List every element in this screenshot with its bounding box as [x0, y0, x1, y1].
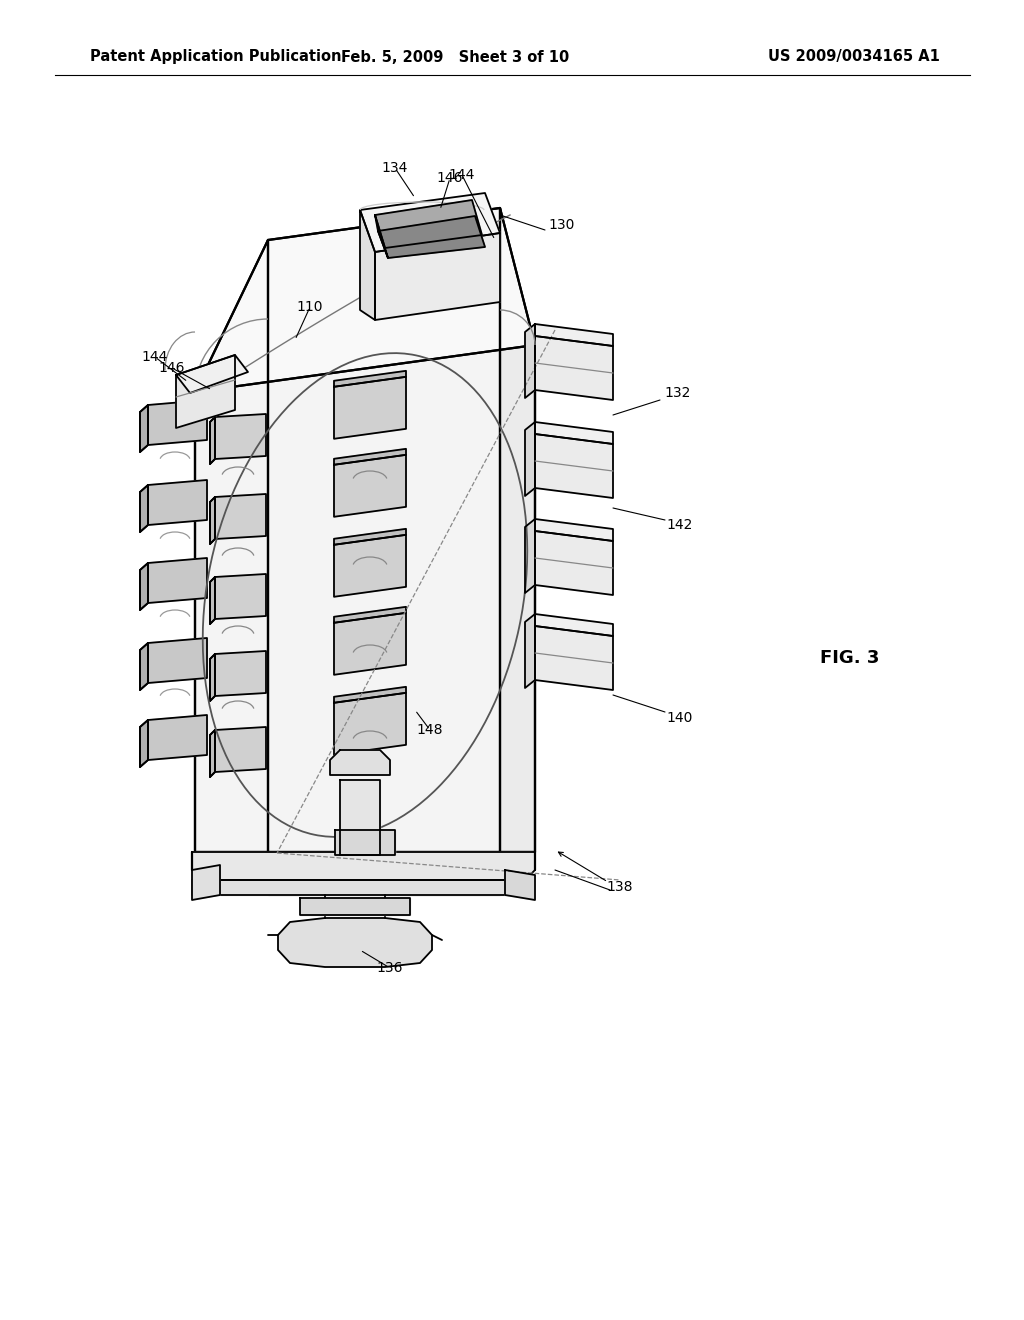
Polygon shape	[330, 750, 390, 775]
Polygon shape	[375, 201, 482, 248]
Polygon shape	[195, 209, 535, 392]
Polygon shape	[268, 851, 500, 875]
Polygon shape	[193, 851, 535, 880]
Polygon shape	[334, 376, 406, 438]
Polygon shape	[268, 875, 500, 895]
Text: 142: 142	[667, 517, 693, 532]
Polygon shape	[378, 216, 485, 257]
Polygon shape	[505, 870, 535, 900]
Polygon shape	[268, 209, 500, 851]
Polygon shape	[535, 337, 613, 400]
Polygon shape	[148, 638, 207, 682]
Polygon shape	[176, 355, 248, 393]
Polygon shape	[334, 455, 406, 517]
Polygon shape	[193, 865, 220, 900]
Polygon shape	[535, 422, 613, 444]
Text: 144: 144	[141, 350, 168, 364]
Text: 138: 138	[607, 880, 633, 894]
Text: FIG. 3: FIG. 3	[820, 649, 880, 667]
Polygon shape	[148, 558, 207, 603]
Text: 148: 148	[417, 723, 443, 737]
Polygon shape	[148, 400, 207, 445]
Polygon shape	[215, 651, 266, 696]
Text: 134: 134	[382, 161, 409, 176]
Polygon shape	[148, 715, 207, 760]
Polygon shape	[148, 480, 207, 525]
Text: 146: 146	[437, 172, 463, 185]
Polygon shape	[278, 917, 432, 968]
Polygon shape	[210, 417, 215, 465]
Polygon shape	[525, 519, 535, 593]
Polygon shape	[193, 880, 525, 895]
Polygon shape	[210, 577, 215, 624]
Polygon shape	[500, 209, 535, 851]
Text: 136: 136	[377, 961, 403, 975]
Polygon shape	[334, 371, 406, 387]
Text: Patent Application Publication: Patent Application Publication	[90, 49, 341, 65]
Polygon shape	[215, 727, 266, 772]
Text: US 2009/0034165 A1: US 2009/0034165 A1	[768, 49, 940, 65]
Polygon shape	[140, 719, 148, 767]
Polygon shape	[210, 730, 215, 777]
Polygon shape	[300, 898, 410, 915]
Polygon shape	[525, 614, 535, 688]
Polygon shape	[334, 607, 406, 623]
Polygon shape	[335, 830, 395, 855]
Polygon shape	[195, 345, 535, 851]
Polygon shape	[215, 414, 266, 459]
Polygon shape	[215, 574, 266, 619]
Text: 130: 130	[549, 218, 575, 232]
Polygon shape	[140, 643, 148, 690]
Polygon shape	[140, 484, 148, 532]
Polygon shape	[140, 564, 148, 610]
Polygon shape	[334, 449, 406, 465]
Text: 144: 144	[449, 168, 475, 182]
Polygon shape	[210, 498, 215, 544]
Polygon shape	[215, 494, 266, 539]
Text: 146: 146	[159, 360, 185, 375]
Polygon shape	[535, 519, 613, 541]
Polygon shape	[334, 686, 406, 702]
Polygon shape	[140, 405, 148, 451]
Text: 140: 140	[667, 711, 693, 725]
Polygon shape	[375, 215, 388, 257]
Polygon shape	[375, 234, 500, 319]
Polygon shape	[535, 434, 613, 498]
Polygon shape	[176, 355, 234, 428]
Polygon shape	[334, 612, 406, 675]
Text: 132: 132	[665, 385, 691, 400]
Polygon shape	[334, 693, 406, 755]
Polygon shape	[535, 531, 613, 595]
Polygon shape	[360, 193, 500, 252]
Polygon shape	[525, 422, 535, 496]
Polygon shape	[210, 653, 215, 701]
Polygon shape	[535, 323, 613, 346]
Polygon shape	[340, 780, 380, 855]
Polygon shape	[334, 529, 406, 545]
Text: 110: 110	[297, 300, 324, 314]
Polygon shape	[525, 323, 535, 399]
Polygon shape	[535, 614, 613, 636]
Polygon shape	[535, 626, 613, 690]
Polygon shape	[360, 210, 375, 319]
Polygon shape	[195, 240, 268, 851]
Polygon shape	[334, 535, 406, 597]
Text: Feb. 5, 2009   Sheet 3 of 10: Feb. 5, 2009 Sheet 3 of 10	[341, 49, 569, 65]
